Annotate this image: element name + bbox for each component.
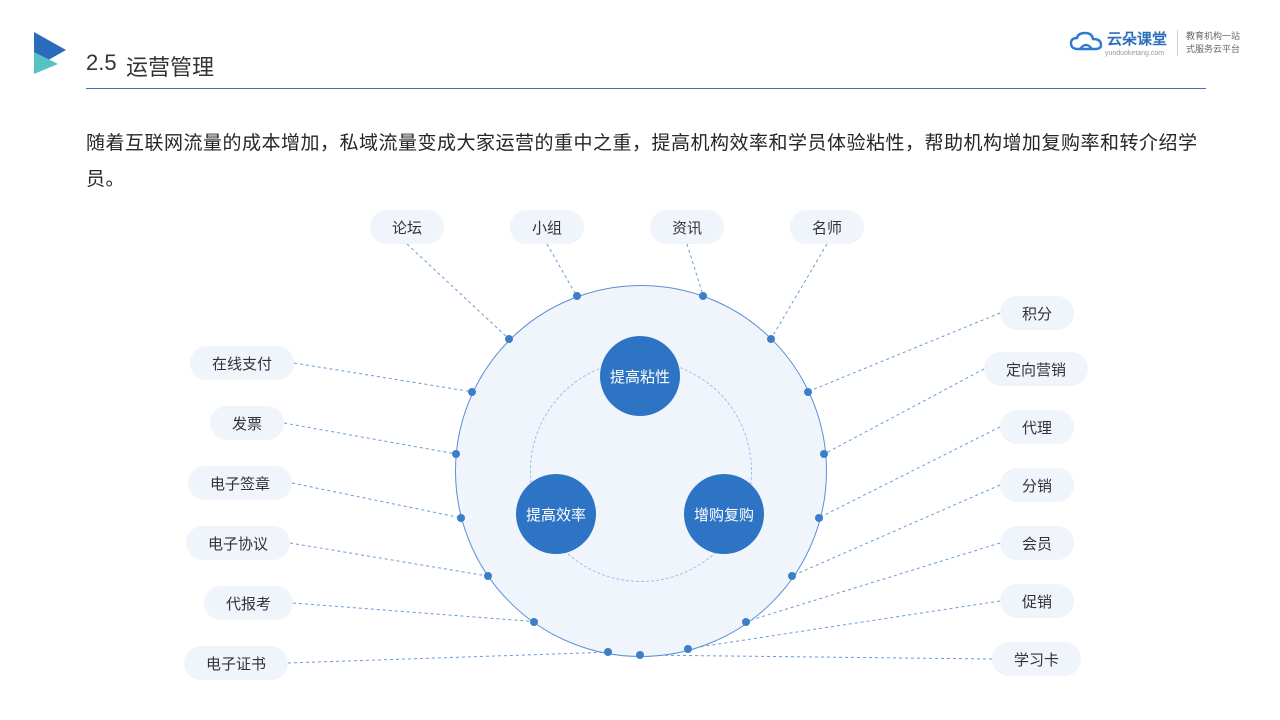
pill-l5: 代报考 <box>204 586 293 620</box>
pill-r4: 分销 <box>1000 468 1074 502</box>
tagline-line: 教育机构一站 <box>1186 30 1240 42</box>
pill-l2: 发票 <box>210 406 284 440</box>
pill-r1: 积分 <box>1000 296 1074 330</box>
brand-logo: 云朵课堂 yunduoketang.com 教育机构一站 式服务云平台 <box>1069 28 1240 57</box>
pill-r5: 会员 <box>1000 526 1074 560</box>
ring-dot <box>452 450 460 458</box>
pill-t4: 名师 <box>790 210 864 244</box>
pill-r6: 促销 <box>1000 584 1074 618</box>
title-underline <box>86 88 1206 89</box>
slide: 2.5 运营管理 云朵课堂 yunduoketang.com 教育机构一站 式服… <box>0 0 1280 720</box>
ring-dot <box>815 514 823 522</box>
radial-diagram: 提高粘性提高效率 增购复购 论坛 小组 资讯 名师在线支付发票电子签章电子协议代报考电子证… <box>0 200 1280 720</box>
pill-t1: 论坛 <box>370 210 444 244</box>
logo-divider <box>1177 30 1178 56</box>
hub-right: 增购复购 <box>684 474 764 554</box>
section-number: 2.5 <box>86 50 117 76</box>
ring-dot <box>530 618 538 626</box>
description-text: 随着互联网流量的成本增加，私域流量变成大家运营的重中之重，提高机构效率和学员体验… <box>86 126 1206 198</box>
ring-dot <box>767 335 775 343</box>
tagline-line: 式服务云平台 <box>1186 43 1240 55</box>
pill-r2: 定向营销 <box>984 352 1088 386</box>
ring-dot <box>684 645 692 653</box>
ring-dot <box>604 648 612 656</box>
pill-l3: 电子签章 <box>188 466 292 500</box>
section-title: 运营管理 <box>126 50 214 82</box>
pill-r3: 代理 <box>1000 410 1074 444</box>
cloud-icon <box>1069 31 1103 55</box>
ring-dot <box>788 572 796 580</box>
header-play-icon <box>34 32 72 74</box>
brand-tagline: 教育机构一站 式服务云平台 <box>1186 30 1240 54</box>
ring-dot <box>804 388 812 396</box>
pill-t3: 资讯 <box>650 210 724 244</box>
ring-dot <box>820 450 828 458</box>
pill-l1: 在线支付 <box>190 346 294 380</box>
hub-top: 提高粘性 <box>600 336 680 416</box>
pill-l4: 电子协议 <box>186 526 290 560</box>
pill-l6: 电子证书 <box>184 646 288 680</box>
brand-domain: yunduoketang.com <box>1105 50 1167 57</box>
pill-t2: 小组 <box>510 210 584 244</box>
ring-dot <box>742 618 750 626</box>
pill-r7: 学习卡 <box>992 642 1081 676</box>
brand-name: 云朵课堂 <box>1107 28 1167 49</box>
hub-left: 提高效率 <box>516 474 596 554</box>
ring-dot <box>573 292 581 300</box>
ring-dot <box>636 651 644 659</box>
